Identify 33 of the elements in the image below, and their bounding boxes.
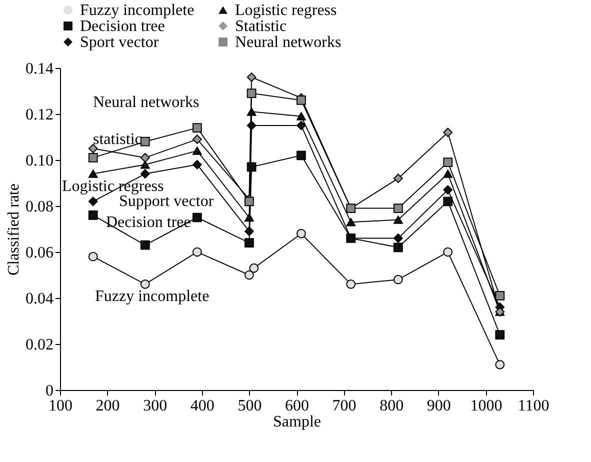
x-tick-label: 100 [48, 398, 72, 414]
x-tick-label: 1100 [518, 398, 550, 414]
x-tick-label: 1000 [470, 398, 502, 414]
x-tick-label: 700 [332, 398, 356, 414]
y-tick-label: 0.02 [26, 336, 54, 354]
legend-label: Logistic regress [235, 2, 337, 19]
x-tick-label: 900 [426, 398, 451, 414]
legend-label: Fuzzy incomplete [80, 2, 194, 19]
x-tick-label: 600 [285, 398, 309, 414]
annotation: Fuzzy incomplete [95, 288, 210, 305]
annotation: Neural networks [93, 94, 200, 111]
y-tick-label: 0.10 [26, 152, 54, 170]
x-tick-label: 800 [380, 398, 404, 414]
annotation: Support vector [119, 193, 214, 210]
x-tick-label: 400 [190, 398, 214, 414]
y-tick-label: 0.12 [26, 106, 54, 124]
y-axis-title: Classified rate [6, 184, 22, 276]
annotation: Logistic regress [62, 178, 164, 195]
annotation: Decision tree [106, 214, 191, 231]
annotation: statistic [93, 131, 142, 148]
y-tick-label: 0.06 [26, 244, 54, 262]
y-tick-label: 0 [46, 382, 54, 400]
y-tick-label: 0.08 [26, 198, 54, 216]
x-tick-label: 300 [143, 398, 168, 414]
legend-label: Statistic [235, 18, 287, 35]
x-tick-label: 500 [238, 398, 262, 414]
legend-label: Sport vector [80, 34, 160, 51]
x-tick-label: 200 [96, 398, 120, 414]
y-tick-label: 0.04 [26, 290, 54, 308]
y-tick-label: 0.14 [26, 60, 54, 78]
x-axis-title: Sample [273, 414, 321, 430]
legend-label: Neural networks [235, 34, 342, 51]
legend-label: Decision tree [80, 18, 165, 35]
